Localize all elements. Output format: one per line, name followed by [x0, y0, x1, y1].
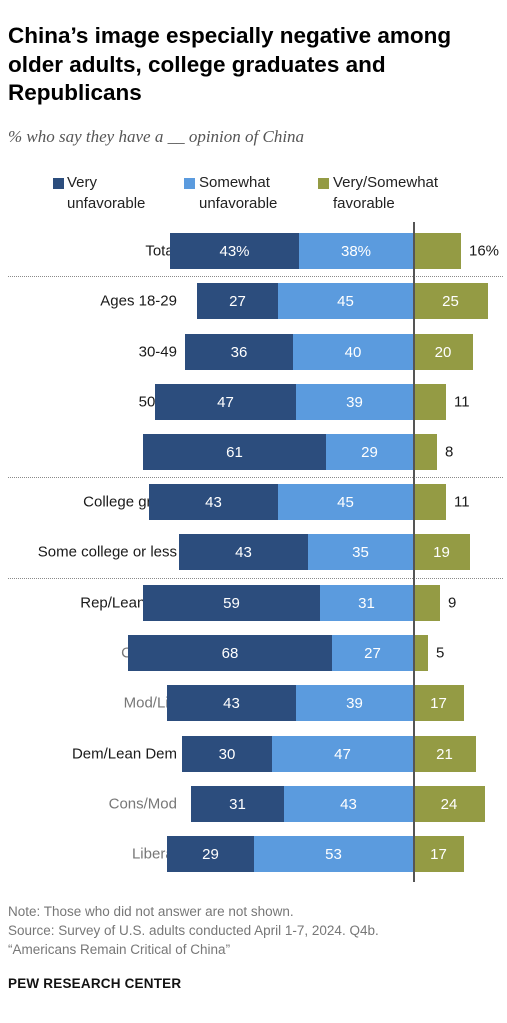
bar-favorable-college-grad	[413, 484, 446, 520]
bar-somewhat-unfavorable-liberal: 53	[254, 836, 413, 872]
row-label-dem-lean-dem: Dem/Lean Dem	[71, 745, 177, 763]
bar-very-unfavorable-rep-lean-rep: 59	[143, 585, 320, 621]
bar-very-unfavorable-cons-mod: 31	[191, 786, 284, 822]
legend-label-favorable: Very/Somewhat favorable	[333, 174, 439, 212]
row-label-total: Total	[145, 242, 177, 260]
bar-favorable-50-64	[413, 384, 446, 420]
bar-favorable-ages-18-29: 25	[413, 283, 488, 319]
legend-label-somewhat-unfavorable: Somewhat unfavorable	[199, 174, 278, 212]
value-label-favorable-50-64: 11	[454, 393, 470, 411]
value-label-favorable-65: 8	[445, 443, 454, 461]
source-text: Source: Survey of U.S. adults conducted …	[8, 923, 379, 938]
bar-very-unfavorable-dem-lean-dem: 30	[182, 736, 272, 772]
bar-somewhat-unfavorable-college-grad: 45	[278, 484, 413, 520]
zero-axis-line	[413, 222, 415, 882]
value-label-favorable-total: 16%	[469, 242, 500, 260]
bar-favorable-dem-lean-dem: 21	[413, 736, 476, 772]
row-label-ages-18-29: Ages 18-29	[100, 292, 177, 310]
bar-very-unfavorable-some-college-or-less: 43	[179, 534, 308, 570]
bar-somewhat-unfavorable-some-college-or-less: 35	[308, 534, 413, 570]
bar-somewhat-unfavorable-ages-18-29: 45	[278, 283, 413, 319]
bar-very-unfavorable-conserv: 68	[128, 635, 332, 671]
row-label-liberal: Liberal	[131, 845, 177, 863]
bar-somewhat-unfavorable-30-49: 40	[293, 334, 413, 370]
bar-somewhat-unfavorable-dem-lean-dem: 47	[272, 736, 413, 772]
bar-very-unfavorable-65: 61	[143, 434, 326, 470]
bar-very-unfavorable-30-49: 36	[185, 334, 293, 370]
bar-very-unfavorable-liberal: 29	[167, 836, 254, 872]
bar-somewhat-unfavorable-total: 38%	[299, 233, 413, 269]
chart-subtitle: % who say they have a __ opinion of Chin…	[8, 127, 305, 146]
section-divider	[8, 477, 503, 478]
pew-logo-text: PEW RESEARCH CENTER	[8, 976, 182, 991]
bar-very-unfavorable-college-grad: 43	[149, 484, 278, 520]
legend-swatch-very-unfavorable	[53, 178, 64, 189]
legend-label-very-unfavorable: Very unfavorable	[67, 174, 146, 212]
note-text: Note: Those who did not answer are not s…	[8, 904, 294, 919]
bar-favorable-rep-lean-rep	[413, 585, 440, 621]
value-label-favorable-rep-lean-rep: 9	[448, 594, 457, 612]
bar-very-unfavorable-50-64: 47	[155, 384, 296, 420]
bar-somewhat-unfavorable-50-64: 39	[296, 384, 413, 420]
section-divider	[8, 276, 503, 277]
legend-swatch-favorable	[318, 178, 329, 189]
row-label-30-49: 30-49	[138, 343, 177, 361]
bar-favorable-cons-mod: 24	[413, 786, 485, 822]
bar-favorable-liberal: 17	[413, 836, 464, 872]
bar-very-unfavorable-ages-18-29: 27	[197, 283, 278, 319]
bar-favorable-65	[413, 434, 437, 470]
bar-somewhat-unfavorable-conserv: 27	[332, 635, 413, 671]
bar-somewhat-unfavorable-mod-lib: 39	[296, 685, 413, 721]
row-label-some-college-or-less: Some college or less	[37, 543, 177, 561]
row-label-mod-lib: Mod/Lib	[123, 694, 177, 712]
legend-swatch-somewhat-unfavorable	[184, 178, 195, 189]
bar-favorable-some-college-or-less: 19	[413, 534, 470, 570]
bar-somewhat-unfavorable-65: 29	[326, 434, 413, 470]
bar-very-unfavorable-mod-lib: 43	[167, 685, 296, 721]
value-label-favorable-conserv: 5	[436, 644, 445, 662]
row-label-cons-mod: Cons/Mod	[108, 795, 177, 813]
report-title-text: “Americans Remain Critical of China”	[8, 942, 231, 957]
bar-somewhat-unfavorable-cons-mod: 43	[284, 786, 413, 822]
chart-title: China’s image especially negative among …	[8, 23, 452, 105]
bar-favorable-30-49: 20	[413, 334, 473, 370]
bar-favorable-mod-lib: 17	[413, 685, 464, 721]
value-label-favorable-college-grad: 11	[454, 493, 470, 511]
bar-favorable-total	[413, 233, 461, 269]
section-divider	[8, 578, 503, 579]
bar-very-unfavorable-total: 43%	[170, 233, 299, 269]
bar-somewhat-unfavorable-rep-lean-rep: 31	[320, 585, 413, 621]
bar-favorable-conserv	[413, 635, 428, 671]
